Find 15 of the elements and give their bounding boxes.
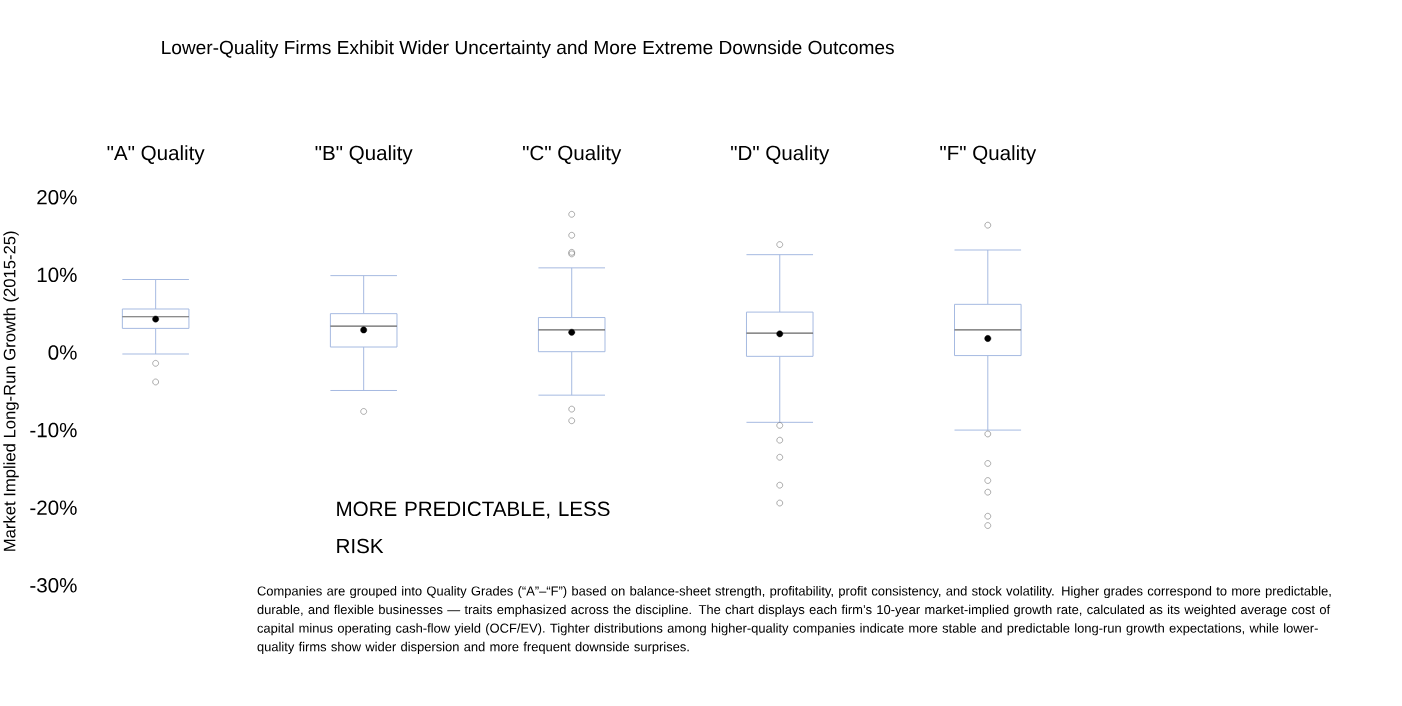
y-axis-title: Market Implied Long-Run Growth (2015-25) [3, 231, 19, 551]
text: Companies are grouped into Quality Grades (“A”–“F”) based on balance-sheet strength, profitability, profit consistency, and stock volatility. Higher grades correspond to more predictable, durable, and flexible businesses — traits emphasized across the discipline. The chart displays each firm’s 10-year market-implied growth rate, calculated as its weighted average cost of capital minus operating cash-flow yield (OCF/EV). Tighter distributions among higher-quality companies indicate more stable and predictable long-run growth expectations, while lower-quality firms show wider dispersion and more frequent downside surprises. [257, 585, 1331, 654]
y-tick-label: -10% [30, 422, 77, 438]
y-tick-label: 10% [37, 267, 77, 282]
chart-title: Lower-Quality Firms Exhibit Wider Uncertainty and More Extreme Downside Outcomes [162, 40, 894, 58]
x-tick-label: "C" Quality [523, 144, 622, 165]
y-tick-label: -20% [30, 500, 77, 515]
y-tick-label: 0% [48, 345, 77, 360]
x-tick-label: "D" Quality [731, 144, 830, 165]
x-tick-label: "F" Quality [940, 144, 1037, 165]
x-tick-label: "A" Quality [107, 144, 205, 165]
y-tick-label: 20% [37, 189, 77, 205]
y-tick-label: -30% [30, 577, 77, 593]
annotation: MORE PREDICTABLE, LESS RISK [337, 501, 610, 554]
x-tick-label: "B" Quality [315, 144, 413, 165]
